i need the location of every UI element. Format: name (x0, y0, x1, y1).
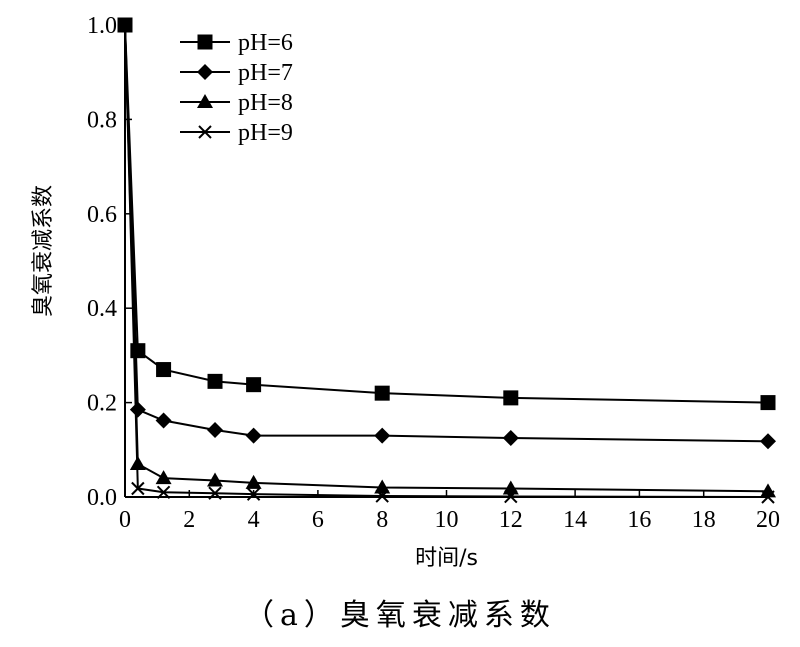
data-point (375, 489, 389, 503)
series-4 (124, 24, 775, 504)
data-point (130, 343, 146, 359)
series-line (124, 24, 769, 404)
data-point (155, 412, 172, 429)
y-tick-label: 0.0 (87, 485, 117, 511)
legend-marker (198, 125, 212, 139)
series-line (124, 24, 769, 498)
data-point (502, 430, 519, 446)
figure-caption: （a）臭氧衰减系数 (244, 598, 556, 633)
data-point (131, 481, 145, 496)
chart-series (117, 17, 776, 504)
x-tick-label: 16 (627, 507, 651, 533)
legend-label: pH=9 (238, 120, 293, 146)
data-point (504, 489, 518, 504)
x-tick-label: 6 (312, 507, 324, 533)
data-point (503, 390, 519, 406)
x-tick-label: 14 (563, 507, 587, 533)
x-tick-label: 8 (376, 507, 388, 533)
data-point (156, 485, 171, 499)
x-tick-label: 18 (692, 507, 716, 533)
series-3 (124, 24, 776, 498)
data-point (374, 479, 391, 494)
legend-marker (197, 94, 213, 108)
y-tick-label: 0.4 (87, 296, 117, 322)
legend-marker (197, 64, 213, 80)
data-point (374, 427, 391, 444)
y-axis-title: 臭氧衰减系数 (31, 185, 56, 317)
data-point (207, 373, 223, 389)
data-point (760, 433, 776, 450)
y-tick-label: 0.6 (87, 202, 117, 228)
data-point (246, 487, 261, 501)
data-point (374, 385, 390, 401)
data-point (156, 362, 172, 378)
data-point (245, 474, 262, 489)
data-point (207, 472, 224, 487)
x-tick-label: 10 (435, 507, 459, 533)
legend-marker (197, 34, 213, 50)
data-point (502, 480, 519, 495)
x-tick-label: 0 (119, 507, 131, 533)
series-line (124, 24, 769, 493)
series-2 (124, 24, 776, 450)
data-point (760, 395, 776, 411)
legend-label: pH=7 (238, 60, 293, 86)
x-tick-label: 2 (183, 507, 195, 533)
chart-legend: pH=6 pH=7 pH=8 pH=9 (180, 30, 293, 146)
series-1 (117, 17, 776, 411)
chart-axes: 0 2 4 6 8 10 12 14 16 18 20 0.0 0.2 0.4 0.6 0.8 1.0 时间/s 臭… (31, 13, 780, 571)
legend-label: pH=6 (238, 30, 293, 56)
data-point (761, 490, 775, 504)
data-point (245, 427, 262, 444)
legend-label: pH=8 (238, 90, 293, 116)
ozone-decay-chart: 0 2 4 6 8 10 12 14 16 18 20 0.0 0.2 0.4 0.6 0.8 1.0 时间/s 臭… (31, 13, 780, 571)
data-point (208, 486, 222, 500)
data-point (207, 421, 224, 438)
y-tick-label: 1.0 (87, 13, 117, 39)
data-point (246, 377, 262, 393)
y-tick-label: 0.8 (87, 107, 117, 133)
x-tick-label: 20 (756, 507, 780, 533)
data-point (155, 470, 172, 485)
x-tick-label: 4 (248, 507, 260, 533)
x-tick-label: 12 (499, 507, 523, 533)
x-axis-title: 时间/s (415, 546, 478, 571)
data-point (129, 401, 146, 418)
y-tick-label: 0.2 (87, 391, 117, 417)
